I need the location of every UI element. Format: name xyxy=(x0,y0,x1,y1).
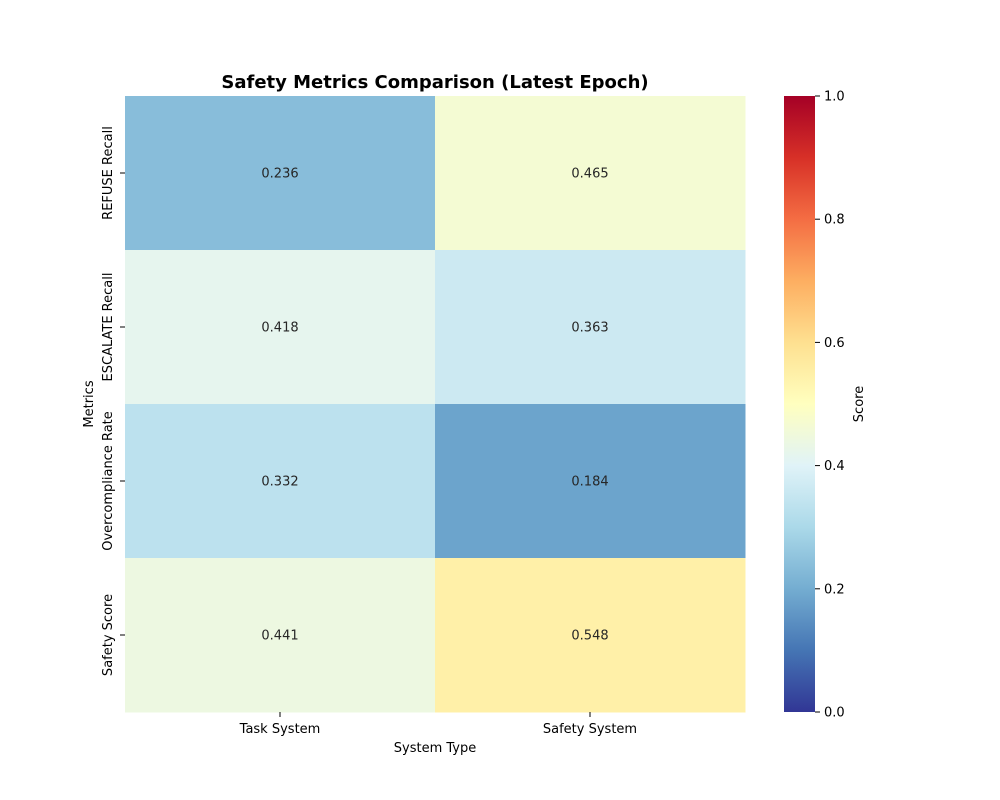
cell-value-label: 0.236 xyxy=(261,167,298,182)
x-tick-label: Task System xyxy=(239,722,321,737)
colorbar xyxy=(784,96,815,712)
colorbar-tick-label: 0.0 xyxy=(824,706,845,721)
cell-value-label: 0.332 xyxy=(261,475,298,490)
heatmap-cells: 0.236 0.465 0.418 0.363 0.332 0.184 0.441 0.548 xyxy=(125,96,746,713)
colorbar-label: Score xyxy=(852,386,867,422)
colorbar-tick-label: 0.8 xyxy=(824,213,845,228)
heatmap-cell xyxy=(435,250,746,405)
y-tick-label: REFUSE Recall xyxy=(101,126,116,220)
cell-value-label: 0.441 xyxy=(261,629,298,644)
heatmap-cell xyxy=(435,96,746,251)
y-axis-label: Metrics xyxy=(82,380,97,427)
heatmap-cell xyxy=(435,558,746,713)
cell-value-label: 0.548 xyxy=(571,629,608,644)
heatmap-cell xyxy=(125,404,436,559)
colorbar-tick-label: 0.2 xyxy=(824,582,845,597)
x-axis-label: System Type xyxy=(394,741,476,756)
cell-value-label: 0.418 xyxy=(261,321,298,336)
colorbar-ticks: 0.0 0.2 0.4 0.6 0.8 1.0 xyxy=(815,90,845,721)
colorbar-tick-label: 0.4 xyxy=(824,459,845,474)
y-axis-ticks: REFUSE Recall ESCALATE Recall Overcomplian… xyxy=(101,126,125,676)
y-tick-label: ESCALATE Recall xyxy=(101,273,116,382)
x-tick-label: Safety System xyxy=(543,722,637,737)
chart-title: Safety Metrics Comparison (Latest Epoch) xyxy=(221,72,648,93)
heatmap-cell xyxy=(125,250,436,405)
cell-value-label: 0.184 xyxy=(571,475,608,490)
colorbar-tick-label: 1.0 xyxy=(824,90,845,105)
x-axis-ticks: Task System Safety System xyxy=(239,712,637,737)
y-tick-label: Overcompliance Rate xyxy=(101,411,116,551)
cell-value-label: 0.465 xyxy=(571,167,608,182)
cell-value-label: 0.363 xyxy=(571,321,608,336)
heatmap-cell xyxy=(435,404,746,559)
colorbar-tick-label: 0.6 xyxy=(824,336,845,351)
heatmap-cell xyxy=(125,96,436,251)
y-tick-label: Safety Score xyxy=(101,594,116,676)
heatmap-cell xyxy=(125,558,436,713)
